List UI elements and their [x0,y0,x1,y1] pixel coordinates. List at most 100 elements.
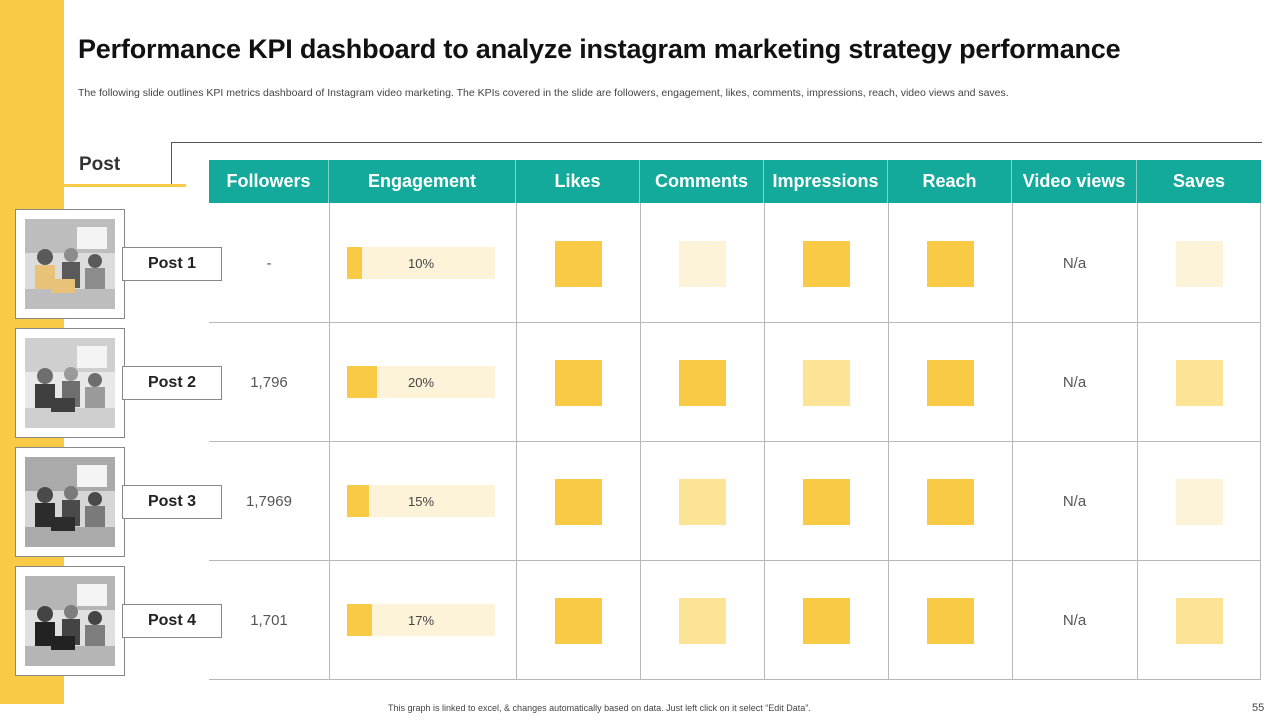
saves-level-indicator-mid [1175,359,1223,406]
comments-cell [640,204,764,323]
video-views-value: N/a [1062,374,1087,391]
comments-cell [640,561,764,680]
followers-cell: 1,701 [209,561,329,680]
document-review-photo [25,338,115,428]
footer-note: This graph is linked to excel, & changes… [388,703,811,713]
table-row: - 10% N/a [209,204,1261,323]
engagement-bar-track: 15% [347,485,495,517]
impressions-level-indicator-mid [802,359,850,406]
office-meeting-photo [25,219,115,309]
post-label: Post 1 [122,247,222,281]
video-views-cell: N/a [1012,204,1137,323]
reach-cell [888,442,1012,561]
column-header-comments: Comments [640,160,764,203]
engagement-cell: 15% [329,442,516,561]
likes-level-indicator-high [554,359,602,406]
post-photo [25,338,115,428]
video-views-value: N/a [1062,255,1087,272]
section-underline [64,184,186,187]
frame-line-top [171,142,1262,143]
comments-level-indicator-mid [678,597,726,644]
reach-level-indicator-high [926,478,974,525]
comments-level-indicator-mid [678,478,726,525]
engagement-bar-fill [347,485,370,517]
followers-cell: 1,7969 [209,442,329,561]
saves-cell [1137,204,1261,323]
likes-cell [516,561,640,680]
impressions-cell [764,204,888,323]
impressions-level-indicator-high [802,240,850,287]
impressions-cell [764,442,888,561]
column-header-video-views: Video views [1012,160,1137,203]
post-label: Post 4 [122,604,222,638]
engagement-bar-fill [347,604,373,636]
page-number: 55 [1252,702,1265,714]
video-views-value: N/a [1062,612,1087,629]
frame-line-left [171,142,172,186]
impressions-level-indicator-high [802,478,850,525]
likes-level-indicator-high [554,478,602,525]
column-header-engagement: Engagement [329,160,516,203]
column-header-likes: Likes [516,160,640,203]
impressions-cell [764,323,888,442]
engagement-bar-fill [347,366,377,398]
followers-value: 1,796 [250,374,288,391]
video-views-value: N/a [1062,493,1087,510]
post-photo [25,576,115,666]
post-thumbnail-frame [15,328,125,438]
likes-level-indicator-high [554,597,602,644]
saves-cell [1137,323,1261,442]
impressions-level-indicator-high [802,597,850,644]
followers-cell: - [209,204,329,323]
followers-value: 1,701 [250,612,288,629]
engagement-cell: 10% [329,204,516,323]
reach-level-indicator-high [926,240,974,287]
engagement-value: 15% [407,493,435,509]
video-views-cell: N/a [1012,561,1137,680]
saves-cell [1137,442,1261,561]
engagement-bar-track: 20% [347,366,495,398]
column-header-reach: Reach [888,160,1012,203]
followers-value: - [266,255,272,272]
engagement-bar-track: 17% [347,604,495,636]
post-photo [25,457,115,547]
column-header-impressions: Impressions [764,160,888,203]
column-header-followers: Followers [209,160,329,203]
engagement-cell: 17% [329,561,516,680]
column-header-saves: Saves [1137,160,1261,203]
followers-value: 1,7969 [246,493,292,510]
followers-cell: 1,796 [209,323,329,442]
saves-cell [1137,561,1261,680]
impressions-cell [764,561,888,680]
table-row: 1,796 20% N/a [209,323,1261,442]
engagement-bar-fill [347,247,362,279]
post-thumbnail-frame [15,447,125,557]
page-subtitle: The following slide outlines KPI metrics… [78,87,1009,99]
comments-level-indicator-low [678,240,726,287]
likes-cell [516,204,640,323]
engagement-value: 17% [407,612,435,628]
team-laptop-photo [25,576,115,666]
engagement-bar-track: 10% [347,247,495,279]
post-label: Post 2 [122,366,222,400]
post-thumbnail-frame [15,566,125,676]
saves-level-indicator-low [1175,478,1223,525]
reach-level-indicator-high [926,597,974,644]
reach-cell [888,561,1012,680]
post-photo [25,219,115,309]
comments-cell [640,323,764,442]
likes-cell [516,323,640,442]
colleagues-laptop-photo [25,457,115,547]
likes-level-indicator-high [554,240,602,287]
engagement-value: 10% [407,255,435,271]
engagement-value: 20% [407,374,435,390]
post-thumbnail-frame [15,209,125,319]
table-row: 1,701 17% N/a [209,561,1261,680]
saves-level-indicator-mid [1175,597,1223,644]
video-views-cell: N/a [1012,442,1137,561]
reach-level-indicator-high [926,359,974,406]
post-label: Post 3 [122,485,222,519]
reach-cell [888,204,1012,323]
engagement-cell: 20% [329,323,516,442]
likes-cell [516,442,640,561]
